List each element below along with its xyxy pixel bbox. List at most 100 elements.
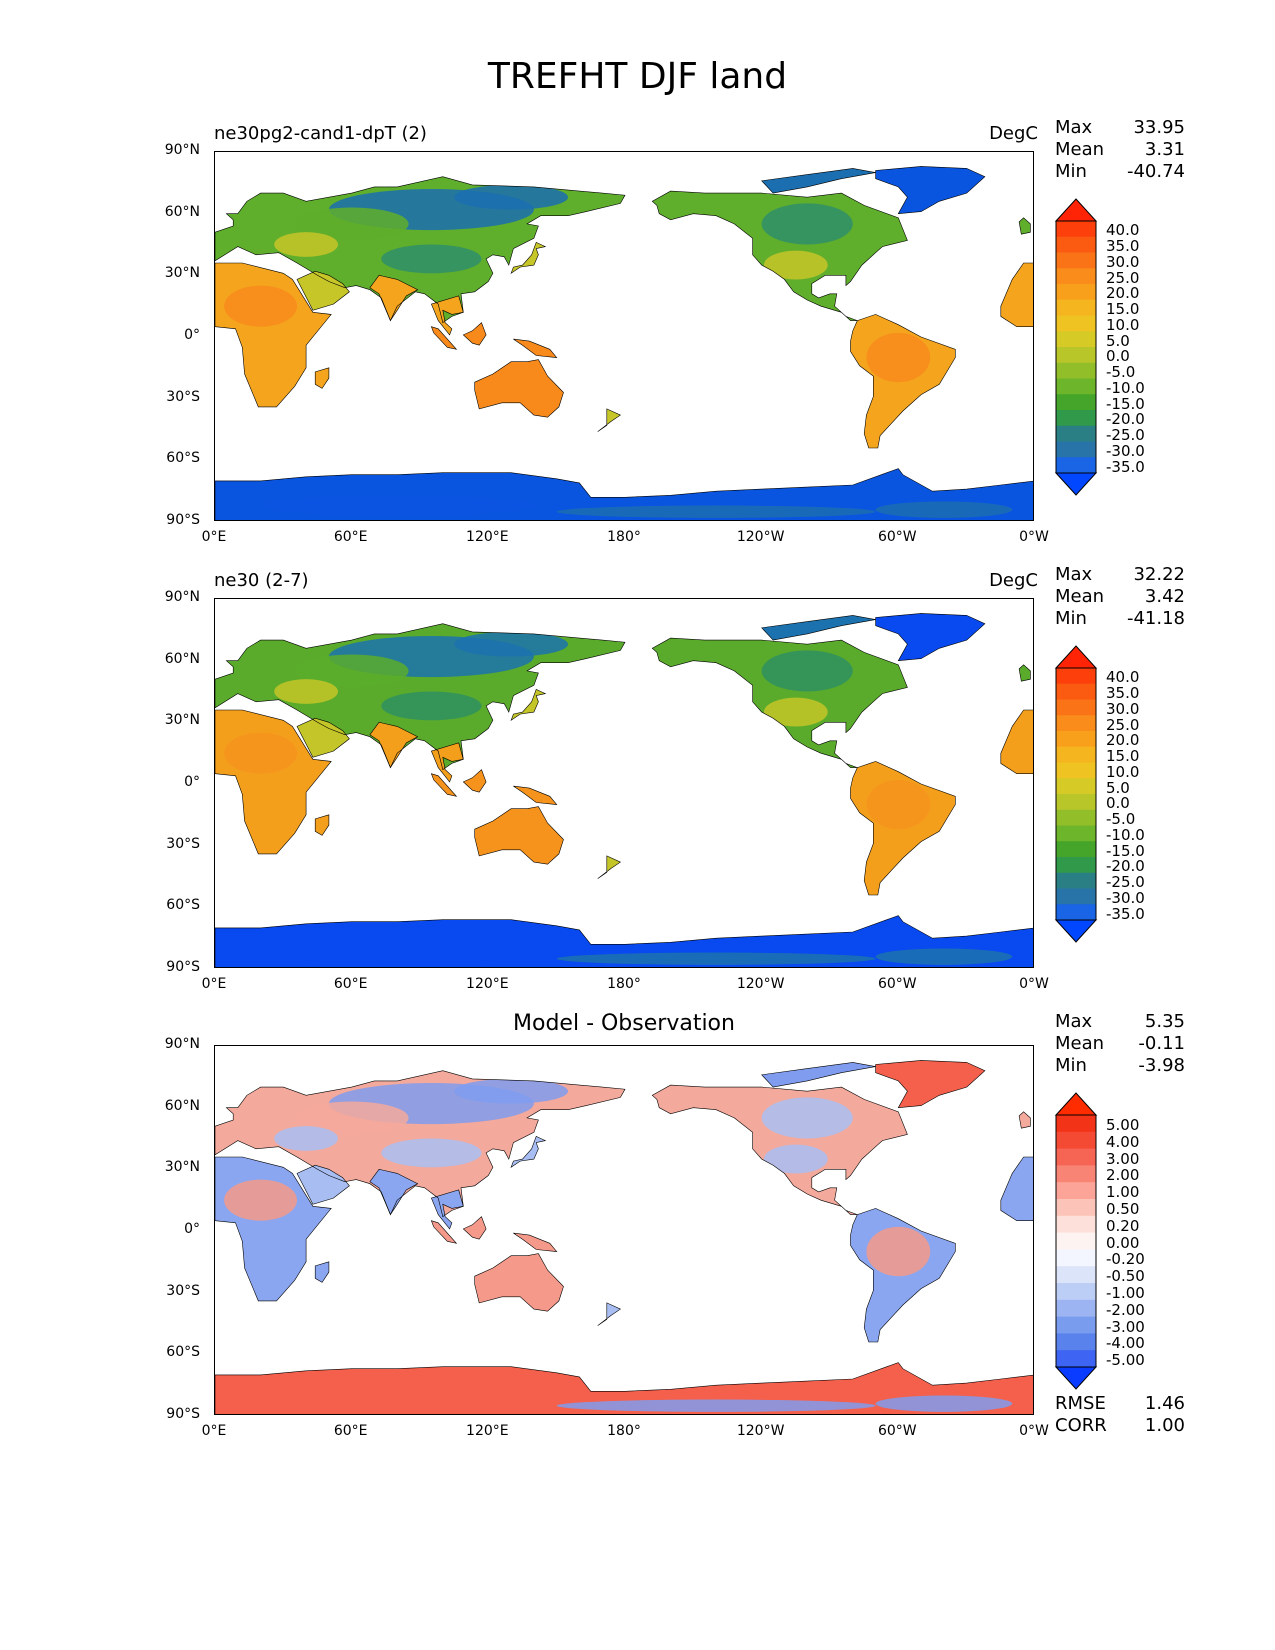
colorbar-tick-label: 35.0 — [1106, 684, 1140, 703]
land-india — [369, 275, 418, 321]
land-arabia — [297, 1165, 350, 1205]
colorbar-segment — [1056, 904, 1096, 921]
lon-tick-label: 60°W — [877, 529, 917, 545]
colorbar-segment — [1056, 825, 1096, 842]
colorbar-segment — [1056, 284, 1096, 301]
coastline — [875, 166, 986, 215]
coastline — [1018, 217, 1031, 235]
metric-label: CORR — [1055, 1415, 1107, 1436]
lon-tick-label: 0°E — [201, 1423, 227, 1439]
colorbar-segment — [1056, 425, 1096, 442]
colorbar-outline — [1055, 220, 1097, 474]
colorbar-tick-label: 30.0 — [1106, 699, 1140, 718]
coastline — [761, 1062, 876, 1088]
coastline — [369, 1168, 419, 1216]
land-arctic_is — [761, 168, 876, 194]
colorbar-segment — [1056, 841, 1096, 858]
colorbar-segment — [1056, 1115, 1096, 1133]
colorbar-tick-label: 0.20 — [1106, 1216, 1140, 1235]
coastline — [651, 637, 908, 768]
lon-tick-label: 60°W — [877, 1423, 917, 1439]
colorbar-tick-label: 25.0 — [1106, 715, 1140, 734]
coastline — [369, 721, 419, 769]
panel-center-title: Model - Observation — [513, 1011, 735, 1036]
lon-tick-label: 0°E — [201, 976, 227, 992]
stat-value: 3.42 — [1144, 586, 1185, 607]
lat-tick-label: 30°N — [164, 712, 200, 729]
land-seasia — [431, 1189, 464, 1229]
coastline — [462, 769, 487, 793]
land-borneo — [463, 1216, 487, 1240]
coastline — [314, 1261, 330, 1283]
stat-label: Max — [1055, 1011, 1093, 1032]
lat-tick-label: 90°N — [164, 589, 200, 605]
colorbar-outline — [1055, 667, 1097, 921]
coastline — [513, 785, 558, 805]
colorbar-segment — [1056, 1165, 1096, 1183]
coastline — [215, 262, 332, 408]
stat-label: Max — [1055, 117, 1093, 138]
colorbar-segment — [1056, 331, 1096, 348]
colorbar-segment — [1056, 299, 1096, 316]
coastline — [1000, 1156, 1033, 1221]
field-region — [556, 952, 876, 965]
colorbar-tick-label: 40.0 — [1106, 668, 1140, 687]
lon-tick-label: 120°W — [736, 1423, 785, 1439]
lon-tick-label: 0°W — [1019, 976, 1049, 992]
world-map — [214, 151, 1034, 521]
colorbar-tick-label: 4.00 — [1106, 1132, 1140, 1151]
land-africa_w — [1000, 1157, 1033, 1221]
coastline — [761, 615, 876, 641]
lon-tick-label: 120°W — [736, 976, 785, 992]
coastline — [850, 1208, 956, 1343]
map-panel: ne30pg2-cand1-dpT (2) DegC 90°N 60°N 30°N 0° 3… — [0, 117, 1275, 583]
stat-value: -40.74 — [1126, 161, 1185, 182]
land-greenland — [875, 166, 985, 214]
map-panel: ne30 (2-7) DegC 90°N 60°N 30°N 0° 30°S 60°S 90°S… — [0, 564, 1275, 1030]
panel-units-label: DegC — [989, 570, 1038, 591]
coastline — [875, 1060, 986, 1109]
colorbar-tick-label: 20.0 — [1106, 731, 1140, 750]
colorbar-segment — [1056, 1131, 1096, 1150]
field-region — [761, 1097, 853, 1139]
metric-value: 1.00 — [1144, 1415, 1185, 1436]
colorbar-tick-label: -0.50 — [1106, 1267, 1145, 1286]
coastline — [430, 773, 458, 797]
coastline — [215, 915, 1033, 967]
colorbar-segment — [1056, 1249, 1096, 1267]
lat-tick-label: 90°N — [164, 142, 200, 158]
coastline — [462, 1216, 487, 1240]
land-japan — [511, 1136, 546, 1168]
colorbar-tick-label: 15.0 — [1106, 300, 1140, 319]
colorbar-segment — [1056, 888, 1096, 905]
land-sumatra — [431, 326, 457, 350]
stat-row: Min -3.98 — [1055, 1055, 1185, 1077]
field-region — [274, 1126, 338, 1151]
colorbar-tick-label: 0.0 — [1106, 347, 1130, 366]
colorbar-segment — [1056, 857, 1096, 874]
field-region — [556, 505, 876, 518]
lon-tick-label: 0°E — [201, 529, 227, 545]
lat-tick-label: 60°N — [164, 650, 200, 667]
land-australia — [474, 1253, 564, 1312]
coastline — [651, 190, 908, 321]
field-region — [875, 501, 1013, 518]
lon-tick-label: 180° — [607, 976, 641, 992]
colorbar-tick-label: 20.0 — [1106, 284, 1140, 303]
field-region — [866, 332, 931, 383]
field-region — [761, 203, 853, 245]
summary-stats: Max 5.35 Mean -0.11 Min -3.98 — [1055, 1011, 1185, 1077]
colorbar-tick-label: -20.0 — [1106, 410, 1145, 429]
coastline — [430, 742, 464, 783]
coastline — [761, 168, 876, 194]
lat-tick-label: 30°S — [166, 835, 200, 852]
stat-row: Mean 3.42 — [1055, 586, 1185, 608]
coastline — [462, 322, 487, 346]
field-region — [224, 285, 297, 327]
land-nz — [597, 408, 621, 432]
coastline — [1018, 664, 1031, 682]
land-seasia — [431, 742, 464, 782]
colorbar-extend-max — [1054, 645, 1098, 669]
colorbar-segment — [1056, 1215, 1096, 1234]
lon-tick-label: 120°E — [466, 976, 509, 992]
